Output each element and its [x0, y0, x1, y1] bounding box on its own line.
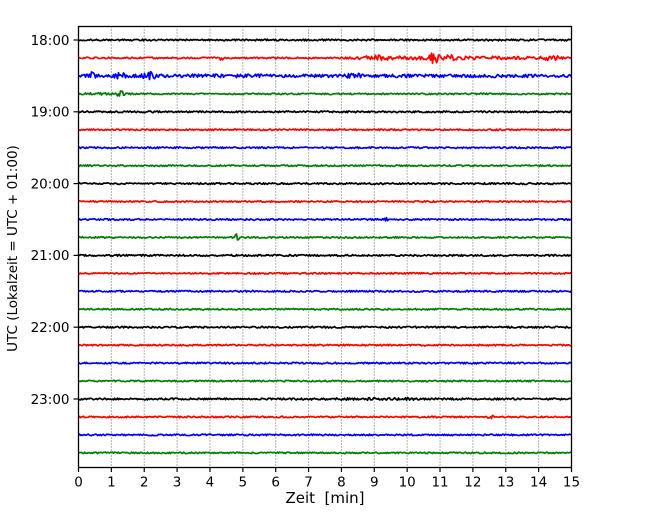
trace-18:15	[77, 52, 573, 64]
trace-22:00	[77, 325, 572, 329]
trace-18:45	[77, 90, 572, 97]
x-tick-label: 2	[140, 475, 149, 491]
x-tick-label: 13	[497, 475, 514, 491]
trace-21:45	[77, 307, 573, 311]
x-tick-label: 12	[464, 475, 481, 491]
trace-18:30	[78, 70, 573, 81]
x-tick-label: 4	[206, 475, 215, 491]
x-tick-label: 7	[304, 475, 313, 491]
trace-22:30	[77, 361, 572, 365]
trace-22:15	[78, 343, 572, 347]
trace-21:15	[78, 271, 572, 275]
y-axis: 18:00 19:00 20:00 21:00 22:00 23:00	[31, 33, 79, 408]
x-tick-label: 0	[74, 475, 83, 491]
trace-21:30	[78, 289, 573, 293]
y-axis-label: UTC (Lokalzeit = UTC + 01:00)	[5, 144, 21, 352]
y-tick-label: 23:00	[31, 392, 70, 408]
trace-19:15	[78, 128, 572, 132]
trace-18:00	[78, 38, 572, 42]
x-tick-label: 10	[399, 475, 416, 491]
trace-group	[77, 38, 573, 455]
x-tick-label: 1	[107, 475, 116, 491]
trace-20:45	[78, 233, 572, 241]
trace-20:30	[77, 216, 572, 222]
trace-21:00	[78, 253, 572, 258]
trace-23:00	[77, 396, 572, 402]
y-tick-label: 19:00	[31, 105, 70, 121]
trace-19:30	[78, 146, 572, 150]
y-tick-label: 18:00	[31, 33, 70, 49]
x-tick-label: 5	[239, 475, 248, 491]
x-tick-label: 15	[563, 475, 580, 491]
x-axis: 0 1 2 3 4 5 6 7 8 9 10 11 12 13 14 15	[74, 467, 580, 491]
x-tick-label: 14	[530, 475, 547, 491]
y-tick-label: 21:00	[31, 248, 70, 264]
trace-23:30	[77, 433, 572, 437]
x-tick-label: 8	[337, 475, 346, 491]
axes-frame	[77, 25, 573, 469]
x-tick-label: 6	[271, 475, 280, 491]
x-tick-label: 3	[173, 475, 182, 491]
trace-23:15	[77, 414, 572, 420]
trace-20:00	[77, 181, 572, 186]
trace-22:45	[78, 379, 572, 383]
trace-19:45	[77, 164, 572, 168]
trace-19:00	[77, 110, 573, 114]
x-tick-label: 11	[431, 475, 448, 491]
x-axis-label: Zeit [min]	[285, 489, 365, 507]
trace-20:15	[78, 199, 572, 204]
trace-23:45	[78, 451, 572, 455]
x-tick-label: 9	[370, 475, 379, 491]
y-tick-label: 22:00	[31, 320, 70, 336]
y-tick-label: 20:00	[31, 176, 70, 192]
